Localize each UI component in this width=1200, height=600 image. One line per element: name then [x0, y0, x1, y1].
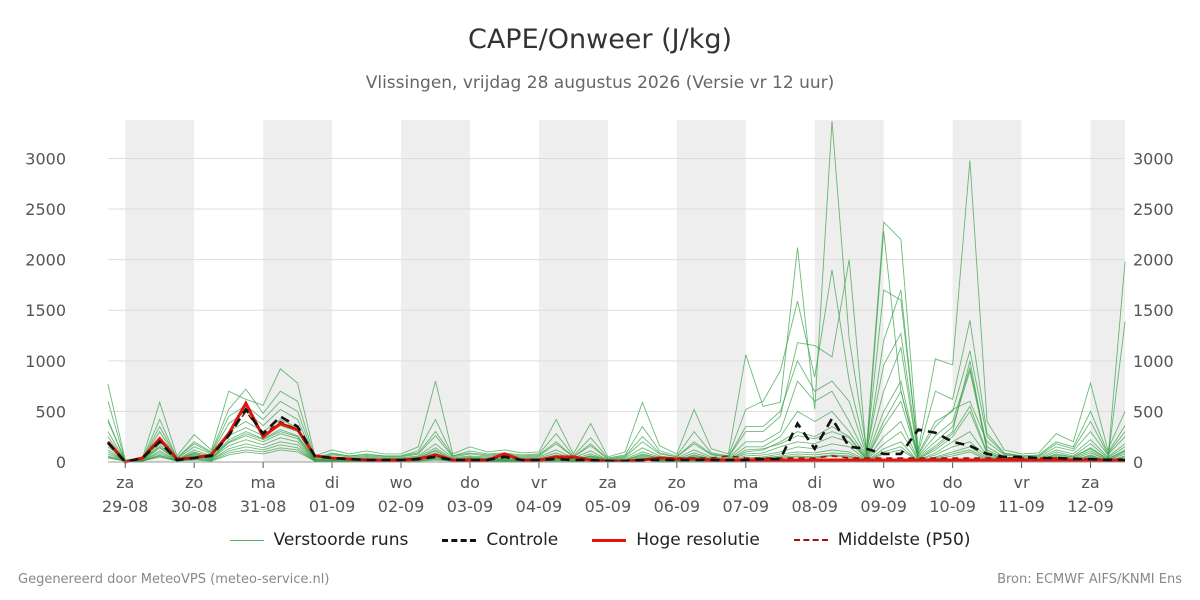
y-tick-right-1500: 1500: [1133, 301, 1174, 320]
x-tick-label-date-0: 29-08: [102, 497, 149, 516]
x-tick-label-day-8: zo: [668, 473, 686, 492]
legend-swatch-hires: [592, 538, 627, 542]
legend-item-ensemble[interactable]: Verstoorde runs: [229, 530, 409, 550]
legend-item-median[interactable]: Middelste (P50): [793, 530, 971, 550]
x-tick-label-day-6: vr: [531, 473, 547, 492]
legend-label-control: Controle: [486, 530, 559, 550]
legend: Verstoorde runs Controle Hoge resolutie …: [0, 530, 1200, 550]
chart-subtitle: Vlissingen, vrijdag 28 augustus 2026 (Ve…: [365, 73, 835, 93]
y-tick-right-3000: 3000: [1133, 149, 1174, 168]
shade-day-04-09: [538, 120, 608, 462]
y-tick-left-1000: 1000: [25, 352, 66, 371]
x-tick-label-date-6: 04-09: [516, 497, 563, 516]
x-tick-label-date-5: 03-09: [447, 497, 494, 516]
x-tick-label-date-9: 07-09: [723, 497, 770, 516]
legend-item-hires[interactable]: Hoge resolutie: [592, 530, 760, 550]
shade-day-29-08: [125, 120, 195, 462]
x-tick-label-date-2: 31-08: [240, 497, 287, 516]
y-tick-right-500: 500: [1133, 402, 1164, 421]
x-tick-label-date-4: 02-09: [378, 497, 425, 516]
x-tick-label-day-11: wo: [872, 473, 895, 492]
ensemble-line-10: [107, 289, 1126, 462]
footer-source: Bron: ECMWF AIFS/KNMI Ens: [997, 572, 1182, 587]
x-tick-label-date-3: 01-09: [309, 497, 356, 516]
legend-swatch-median: [793, 539, 828, 541]
y-tick-right-0: 0: [1133, 453, 1143, 472]
legend-label-hires: Hoge resolutie: [636, 530, 760, 550]
shade-day-02-09: [401, 120, 470, 462]
x-tick-label-day-0: za: [116, 473, 134, 492]
x-tick-label-day-5: do: [460, 473, 480, 492]
axes: za 29-08 zo 30-08 ma 31-08 di 01-09 wo 02-09 do 03-…: [25, 149, 1173, 516]
ensemble-line-1: [107, 269, 1126, 462]
control-line: [107, 407, 1125, 464]
x-tick-label-date-14: 12-09: [1067, 497, 1114, 516]
x-tick-label-day-12: do: [943, 473, 963, 492]
shade-day-06-09: [676, 120, 746, 462]
median-line: [107, 410, 1125, 463]
x-tick-label-day-13: vr: [1014, 473, 1030, 492]
ensemble-line-3: [107, 231, 1126, 462]
y-tick-left-1500: 1500: [25, 301, 66, 320]
x-tick-label-date-13: 11-09: [998, 497, 1045, 516]
ensemble-line-0: [107, 120, 1126, 461]
y-tick-left-0: 0: [56, 453, 66, 472]
shade-day-31-08: [263, 120, 333, 462]
x-tick-label-day-14: za: [1081, 473, 1099, 492]
x-tick-label-day-9: ma: [733, 473, 758, 492]
x-tick-label-date-10: 08-09: [791, 497, 838, 516]
chart-title: CAPE/Onweer (J/kg): [467, 24, 732, 55]
x-tick-label-date-12: 10-09: [929, 497, 976, 516]
y-tick-left-500: 500: [35, 402, 66, 421]
legend-item-control[interactable]: Controle: [442, 530, 558, 550]
legend-swatch-control: [442, 538, 477, 542]
y-tick-right-2500: 2500: [1133, 200, 1174, 219]
legend-label-ensemble: Verstoorde runs: [273, 530, 409, 550]
x-tick-label-day-7: za: [599, 473, 617, 492]
legend-swatch-ensemble: [229, 539, 264, 541]
x-tick-label-date-11: 09-09: [860, 497, 907, 516]
x-tick-label-day-2: ma: [250, 473, 275, 492]
legend-label-median: Middelste (P50): [837, 530, 971, 550]
shade-day-08-09: [814, 120, 884, 462]
y-tick-left-2000: 2000: [25, 251, 66, 270]
x-tick-label-day-10: di: [807, 473, 822, 492]
shade-day-12-09: [1090, 120, 1125, 462]
x-tick-label-day-3: di: [325, 473, 340, 492]
x-tick-label-day-1: zo: [185, 473, 203, 492]
footer-generator: Gegenereerd door MeteoVPS (meteo-service…: [18, 572, 330, 587]
weekend-shading: [125, 120, 1125, 462]
y-tick-right-1000: 1000: [1133, 352, 1174, 371]
x-tick-label-date-1: 30-08: [171, 497, 218, 516]
x-tick-label-date-8: 06-09: [654, 497, 701, 516]
shade-day-10-09: [952, 120, 1022, 462]
y-tick-right-2000: 2000: [1133, 251, 1174, 270]
y-tick-left-3000: 3000: [25, 149, 66, 168]
cape-chart: za 29-08 zo 30-08 ma 31-08 di 01-09 wo 02-09 do 03-…: [25, 120, 1174, 516]
y-tick-left-2500: 2500: [25, 200, 66, 219]
main-lines: [106, 400, 1125, 464]
x-tick-label-day-4: wo: [390, 473, 413, 492]
ensemble-line-2: [107, 259, 1126, 462]
x-tick-label-date-7: 05-09: [585, 497, 632, 516]
